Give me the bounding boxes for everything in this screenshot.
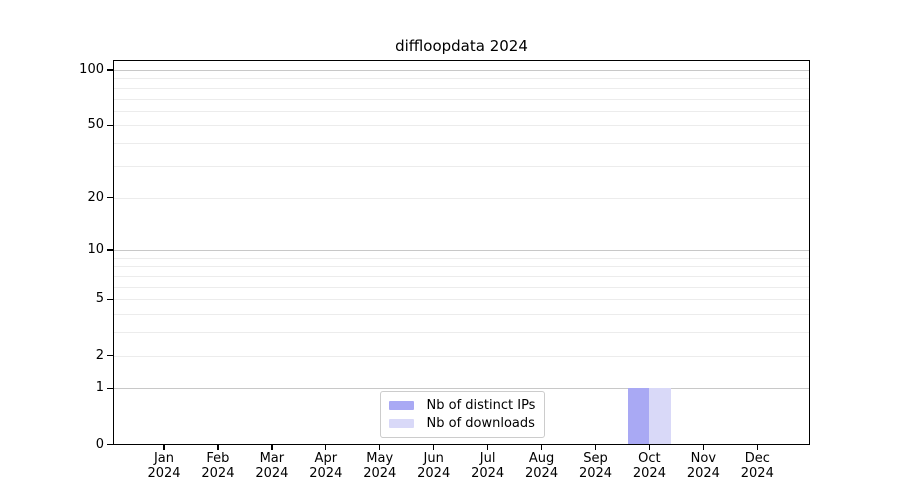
y-tick-label: 5: [95, 291, 104, 307]
x-tick-label: Oct 2024: [621, 451, 677, 481]
x-tick-label-month: Dec: [744, 451, 770, 467]
x-tick-label: Jun 2024: [406, 451, 462, 481]
x-tick-label: Apr 2024: [298, 451, 354, 481]
x-tick-label-year: 2024: [417, 466, 451, 482]
x-tick-label-month: Aug: [528, 451, 555, 467]
y-tick-label: 2: [95, 347, 104, 363]
minor-gridline: [112, 332, 810, 334]
x-tick-mark: [594, 444, 597, 451]
y-tick-mark: [107, 298, 113, 300]
x-tick-label-month: May: [366, 451, 394, 467]
minor-gridline: [112, 257, 810, 259]
minor-gridline: [112, 87, 810, 89]
y-tick-mark: [107, 196, 113, 199]
x-tick-mark: [432, 444, 435, 451]
legend-row: Nb of downloads: [388, 416, 536, 431]
x-tick-label: Feb 2024: [190, 451, 246, 481]
x-tick-label-month: Nov: [690, 451, 717, 467]
x-tick-label-month: Jan: [153, 451, 175, 467]
x-tick-label: Mar 2024: [244, 451, 300, 481]
legend-label-downloads: Nb of downloads: [426, 416, 535, 431]
x-tick-label-year: 2024: [740, 466, 774, 482]
y-tick-label: 20: [87, 189, 104, 205]
y-tick-label: 50: [87, 117, 104, 133]
x-tick-mark: [540, 444, 543, 451]
major-gridline: [112, 250, 810, 252]
minor-gridline: [112, 78, 810, 80]
x-tick-label: Dec 2024: [729, 451, 785, 481]
legend: Nb of distinct IPs Nb of downloads: [379, 391, 546, 438]
minor-gridline: [112, 355, 810, 357]
x-tick-label-year: 2024: [471, 466, 505, 482]
x-tick-label: Aug 2024: [514, 451, 570, 481]
x-tick-label-month: Feb: [206, 451, 230, 467]
x-tick-label-year: 2024: [578, 466, 613, 482]
x-tick-label-year: 2024: [363, 466, 397, 482]
x-tick-label: Nov 2024: [675, 451, 731, 481]
y-tick-mark: [107, 249, 113, 251]
minor-gridline: [112, 125, 810, 127]
x-tick-mark: [702, 444, 705, 451]
y-tick-mark: [107, 354, 113, 357]
minor-gridline: [112, 143, 810, 145]
x-tick-label-year: 2024: [309, 466, 343, 482]
minor-gridline: [112, 314, 810, 316]
x-tick-mark: [756, 444, 758, 451]
chart-title: diffloopdata 2024: [395, 37, 528, 55]
x-tick-label-year: 2024: [201, 466, 235, 482]
x-tick-label-year: 2024: [686, 466, 720, 482]
y-tick-label: 1: [95, 380, 104, 396]
x-tick-label-year: 2024: [255, 466, 289, 482]
bar-distinct-ips: [627, 388, 650, 445]
y-tick-mark: [107, 69, 113, 71]
plot-border-frame: [112, 60, 810, 445]
legend-swatch-downloads: [388, 419, 414, 428]
x-tick-label-year: 2024: [147, 466, 181, 482]
x-tick-label-month: Apr: [314, 451, 338, 467]
x-tick-label-month: Sep: [583, 451, 608, 467]
x-tick-label-month: Oct: [638, 451, 661, 467]
x-tick-label-month: Jun: [423, 451, 444, 467]
y-tick-label: 10: [87, 242, 104, 258]
x-tick-label-year: 2024: [632, 466, 666, 482]
major-gridline: [112, 70, 810, 71]
minor-gridline: [112, 299, 810, 301]
y-tick-mark: [107, 124, 113, 127]
x-tick-label-month: Jul: [479, 451, 496, 467]
major-gridline: [112, 388, 810, 390]
legend-row: Nb of distinct IPs: [388, 398, 536, 413]
y-tick-mark: [107, 387, 113, 390]
x-tick-label: May 2024: [352, 451, 408, 481]
minor-gridline: [112, 197, 810, 199]
plot-area: Nb of distinct IPs Nb of downloads: [112, 60, 810, 445]
legend-label-distinct-ips: Nb of distinct IPs: [426, 398, 536, 413]
minor-gridline: [112, 98, 810, 100]
x-tick-mark: [325, 444, 327, 451]
x-tick-label-month: Mar: [259, 451, 285, 467]
y-tick-label: 0: [95, 436, 104, 452]
x-tick-mark: [163, 444, 165, 451]
minor-gridline: [112, 165, 810, 167]
x-tick-label: Sep 2024: [567, 451, 623, 481]
y-tick-mark: [107, 444, 113, 446]
legend-swatch-distinct-ips: [388, 401, 414, 410]
x-tick-mark: [271, 444, 273, 451]
minor-gridline: [112, 110, 810, 112]
minor-gridline: [112, 286, 810, 288]
x-tick-mark: [648, 444, 651, 451]
y-tick-label: 100: [79, 62, 104, 77]
x-tick-mark: [486, 444, 489, 451]
x-tick-label: Jan 2024: [136, 451, 192, 481]
bar-downloads: [649, 388, 671, 445]
x-tick-mark: [217, 444, 219, 451]
x-tick-mark: [379, 444, 381, 451]
minor-gridline: [112, 275, 810, 277]
minor-gridline: [112, 266, 810, 268]
x-tick-label: Jul 2024: [460, 451, 516, 481]
x-tick-label-year: 2024: [525, 466, 559, 482]
